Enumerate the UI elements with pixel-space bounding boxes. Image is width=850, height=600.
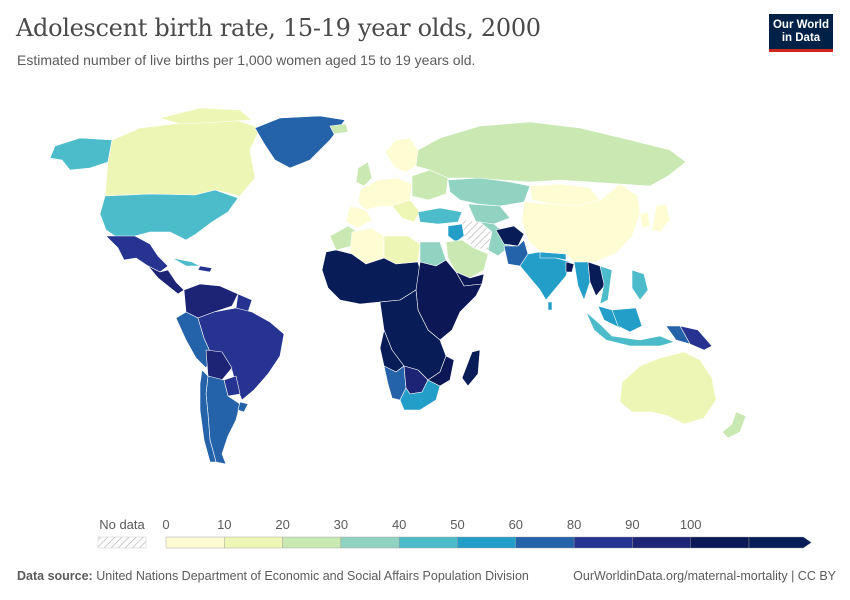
legend-bin-3[interactable] — [340, 536, 400, 549]
region-greenland[interactable] — [254, 115, 346, 169]
legend-bin-5[interactable] — [457, 536, 516, 549]
legend-tick-50: 50 — [450, 517, 464, 532]
region-libya[interactable] — [383, 235, 421, 265]
region-levant[interactable] — [447, 223, 465, 243]
region-turkey[interactable] — [417, 207, 463, 225]
region-west-papua[interactable] — [665, 325, 691, 345]
region-bangladesh[interactable] — [565, 261, 575, 273]
data-source: Data source: United Nations Department o… — [17, 569, 529, 583]
region-iran[interactable] — [479, 221, 511, 257]
world-map — [49, 107, 747, 465]
region-myanmar[interactable] — [573, 261, 591, 301]
legend-no-data-swatch — [97, 536, 147, 549]
legend-bin-2[interactable] — [282, 536, 342, 549]
region-sulawesi-borneo[interactable] — [611, 307, 643, 333]
region-philippines[interactable] — [631, 269, 649, 301]
region-australia[interactable] — [619, 351, 717, 425]
region-mozambique[interactable] — [427, 355, 455, 387]
region-madagascar[interactable] — [461, 349, 481, 387]
legend-tick-20: 20 — [275, 517, 289, 532]
region-korea[interactable] — [639, 211, 651, 229]
legend-ticks: 0 10 20 30 40 50 60 80 90 100 — [162, 517, 701, 532]
region-cuba[interactable] — [171, 257, 201, 267]
region-indonesia[interactable] — [585, 311, 675, 347]
data-source-text: United Nations Department of Economic an… — [96, 569, 529, 583]
region-caribbean[interactable] — [197, 265, 213, 273]
logo-line-1: Our World — [772, 19, 829, 31]
region-new-zealand[interactable] — [721, 411, 747, 439]
chart-subtitle: Estimated number of live births per 1,00… — [17, 52, 476, 68]
region-iberia[interactable] — [345, 205, 373, 229]
legend-bin-9[interactable] — [690, 536, 750, 549]
legend-bin-0[interactable] — [165, 536, 225, 549]
region-china[interactable] — [521, 183, 641, 263]
legend-bin-1[interactable] — [224, 536, 283, 549]
legend-no-data-label: No data — [99, 517, 145, 532]
region-bolivia[interactable] — [205, 349, 233, 381]
legend-tick-90: 90 — [625, 517, 639, 532]
legend-tick-40: 40 — [392, 517, 406, 532]
region-iceland[interactable] — [329, 123, 349, 135]
chart-title: Adolescent birth rate, 15-19 year olds, … — [16, 14, 541, 42]
region-uruguay[interactable] — [237, 401, 249, 413]
region-uk-ireland[interactable] — [355, 161, 373, 187]
region-japan[interactable] — [651, 203, 671, 233]
color-legend: No data 0 10 20 30 40 50 60 80 90 100 — [97, 517, 812, 549]
region-italy-balkans[interactable] — [391, 199, 421, 223]
legend-bin-6[interactable] — [515, 536, 575, 549]
region-canada-islands[interactable] — [159, 107, 253, 125]
data-source-label: Data source: — [17, 569, 93, 583]
legend-bin-4[interactable] — [399, 536, 458, 549]
region-united-states[interactable] — [99, 189, 239, 241]
region-scandinavia[interactable] — [384, 137, 419, 173]
region-saudi-arabia[interactable] — [445, 239, 489, 279]
region-mexico[interactable] — [105, 235, 169, 273]
region-afghanistan[interactable] — [495, 225, 525, 247]
region-vietnam[interactable] — [599, 265, 613, 305]
legend-tick-10: 10 — [217, 517, 231, 532]
legend-bin-8[interactable] — [632, 536, 691, 549]
legend-bin-10[interactable] — [748, 536, 812, 549]
legend-tick-0: 0 — [162, 517, 169, 532]
region-central-asia[interactable] — [467, 203, 511, 225]
legend-bins — [165, 536, 812, 549]
logo-line-2: in Data — [781, 32, 821, 44]
region-central-america[interactable] — [147, 265, 185, 295]
region-sri-lanka[interactable] — [547, 301, 553, 311]
region-canada[interactable] — [104, 117, 261, 197]
region-alaska[interactable] — [49, 137, 113, 171]
legend-bin-7[interactable] — [573, 536, 633, 549]
region-india[interactable] — [519, 251, 571, 301]
owid-link[interactable]: OurWorldinData.org/maternal-mortality | … — [573, 569, 836, 583]
legend-tick-60: 60 — [509, 517, 523, 532]
legend-tick-80: 80 — [567, 517, 581, 532]
region-russia[interactable] — [415, 121, 687, 187]
region-kazakhstan[interactable] — [447, 177, 531, 207]
legend-tick-100: 100 — [680, 517, 702, 532]
owid-logo[interactable]: Our World in Data — [769, 14, 833, 52]
region-chile[interactable] — [199, 369, 217, 463]
legend-tick-30: 30 — [334, 517, 348, 532]
